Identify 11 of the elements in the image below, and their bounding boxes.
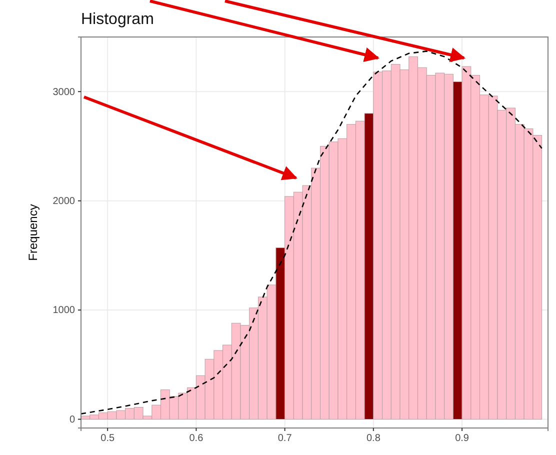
chart-title: Histogram <box>81 11 154 28</box>
y-tick-label: 3000 <box>52 86 76 98</box>
y-tick-label: 2000 <box>52 196 76 208</box>
x-tick-label: 0.7 <box>278 433 292 444</box>
x-tick-label: 0.5 <box>100 433 115 444</box>
x-tick-label: 0.9 <box>455 433 470 444</box>
x-tick-label: 0.8 <box>366 433 381 444</box>
x-tick-label: 0.6 <box>189 433 204 444</box>
y-axis-title: Frequency <box>26 204 40 261</box>
y-tick-label: 0 <box>69 414 76 426</box>
y-tick-label: 1000 <box>52 305 76 316</box>
